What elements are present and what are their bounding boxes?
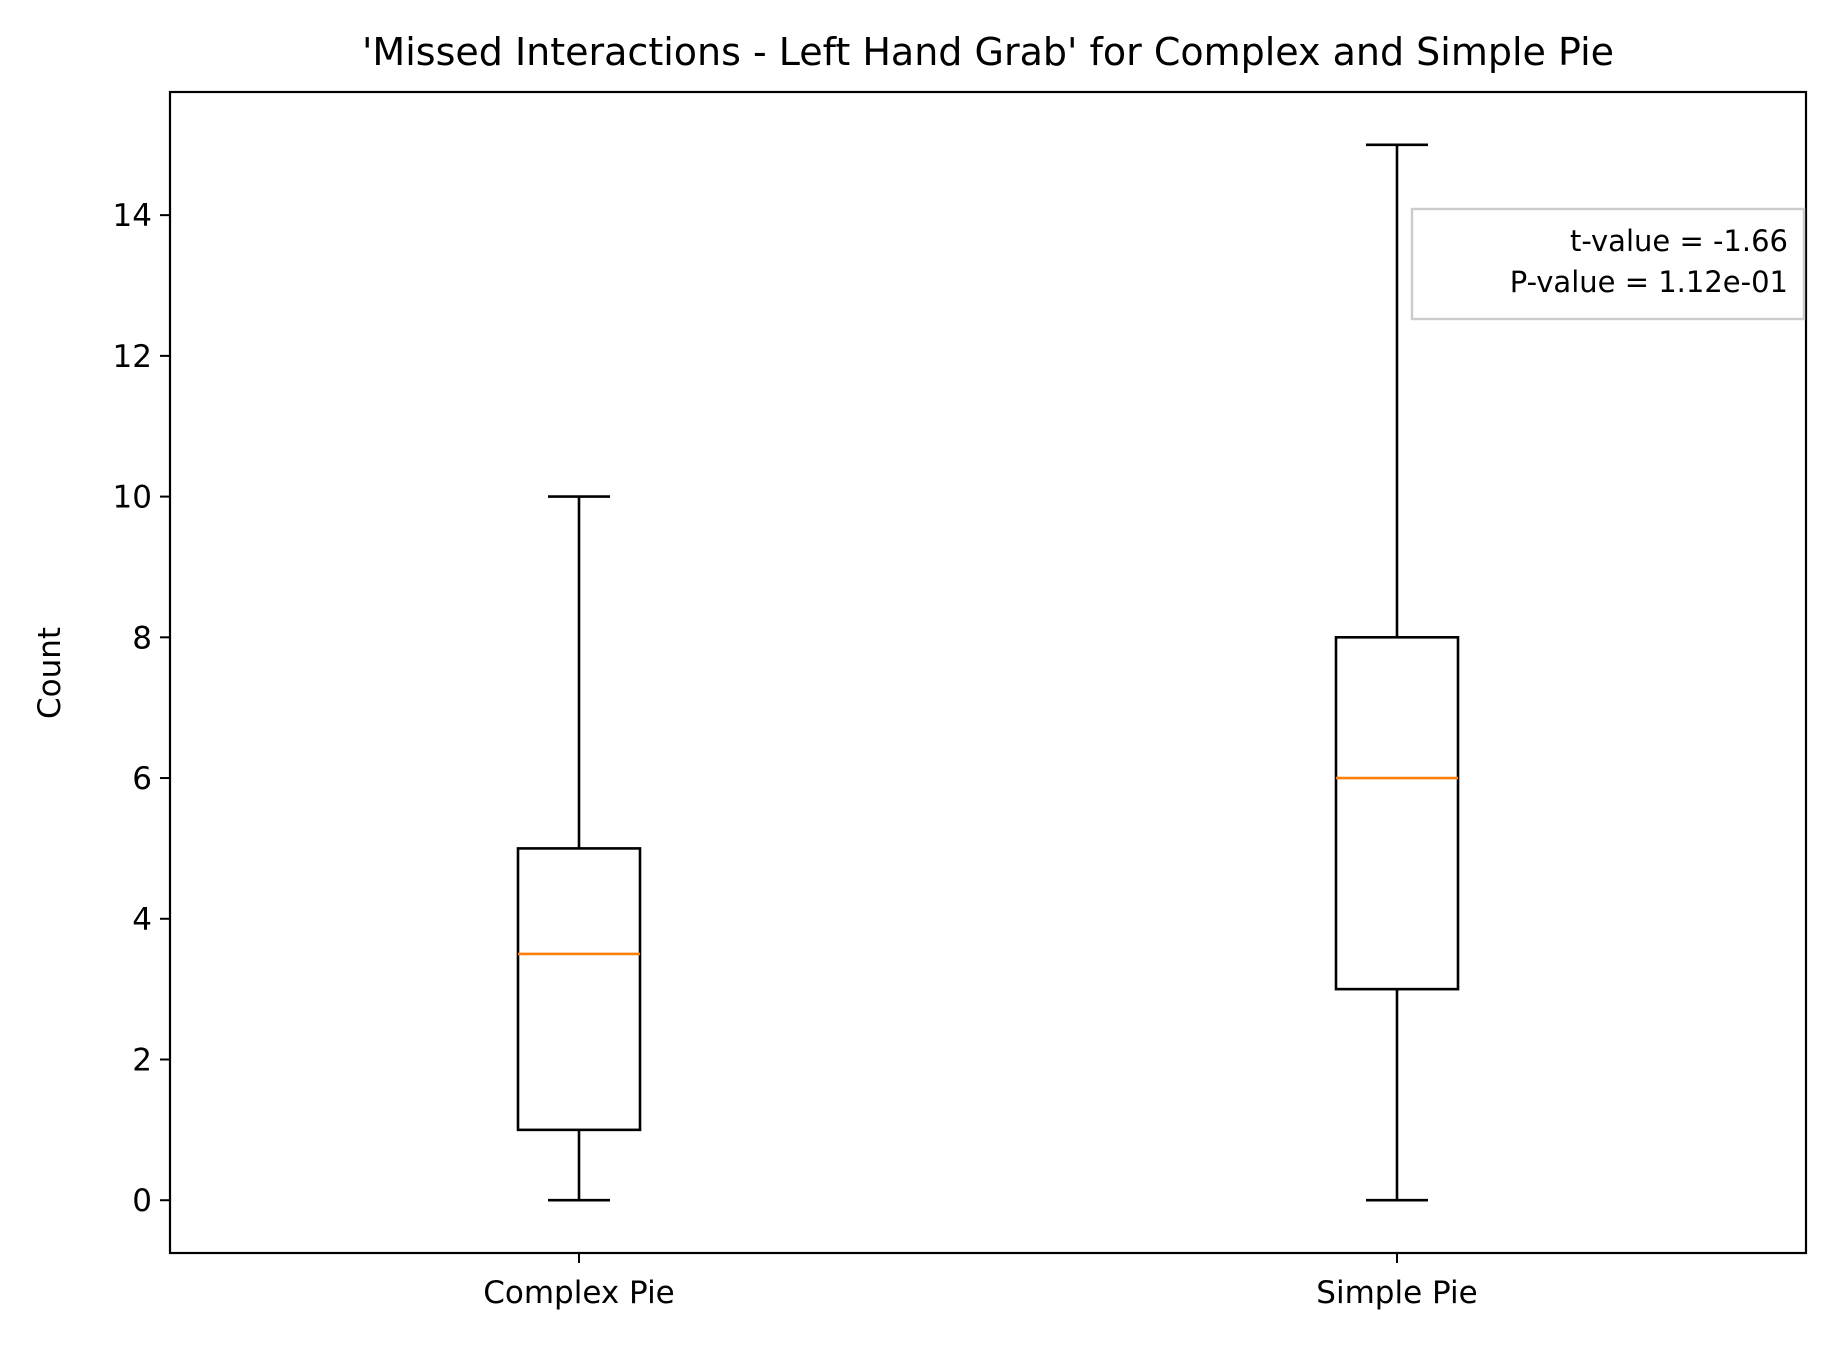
y-tick-label-0: 0	[132, 1183, 152, 1219]
stats-annotation-line-1: t-value = -1.66	[1570, 224, 1788, 258]
x-tick-label-simple-pie: Simple Pie	[1316, 1275, 1477, 1311]
box-simple-pie	[1334, 636, 1460, 991]
y-tick-label-4: 4	[132, 902, 152, 938]
stats-annotation-line-2: P-value = 1.12e-01	[1510, 265, 1788, 299]
y-tick-label-12: 12	[113, 339, 152, 375]
x-tick-label-complex-pie: Complex Pie	[483, 1275, 675, 1311]
chart-title: 'Missed Interactions - Left Hand Grab' f…	[362, 30, 1614, 74]
y-axis-label: Count	[32, 627, 68, 719]
y-tick-label-6: 6	[132, 761, 152, 797]
y-tick-label-14: 14	[113, 198, 152, 234]
y-tick-label-10: 10	[113, 480, 152, 516]
box-complex-pie	[516, 847, 642, 1132]
y-tick-label-8: 8	[132, 620, 152, 656]
plot-area: 0 2 4 6 8 10 12 14 Complex Pie Simple Pie t-value …	[113, 90, 1808, 1311]
stats-annotation-box	[1410, 207, 1806, 321]
axes-frame	[168, 90, 1808, 1255]
y-tick-label-2: 2	[132, 1043, 152, 1079]
